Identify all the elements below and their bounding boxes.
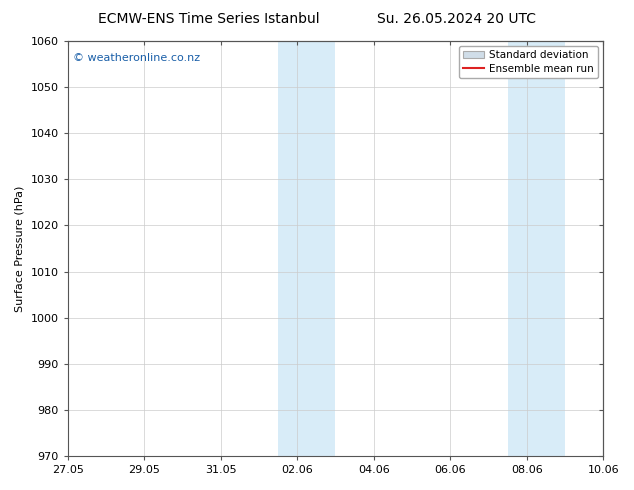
Bar	[508, 41, 565, 456]
Bar	[278, 41, 335, 456]
Text: ECMW-ENS Time Series Istanbul: ECMW-ENS Time Series Istanbul	[98, 12, 320, 26]
Text: © weatheronline.co.nz: © weatheronline.co.nz	[73, 53, 200, 64]
Legend: Standard deviation, Ensemble mean run: Standard deviation, Ensemble mean run	[459, 46, 598, 78]
Y-axis label: Surface Pressure (hPa): Surface Pressure (hPa)	[15, 185, 25, 312]
Text: Su. 26.05.2024 20 UTC: Su. 26.05.2024 20 UTC	[377, 12, 536, 26]
